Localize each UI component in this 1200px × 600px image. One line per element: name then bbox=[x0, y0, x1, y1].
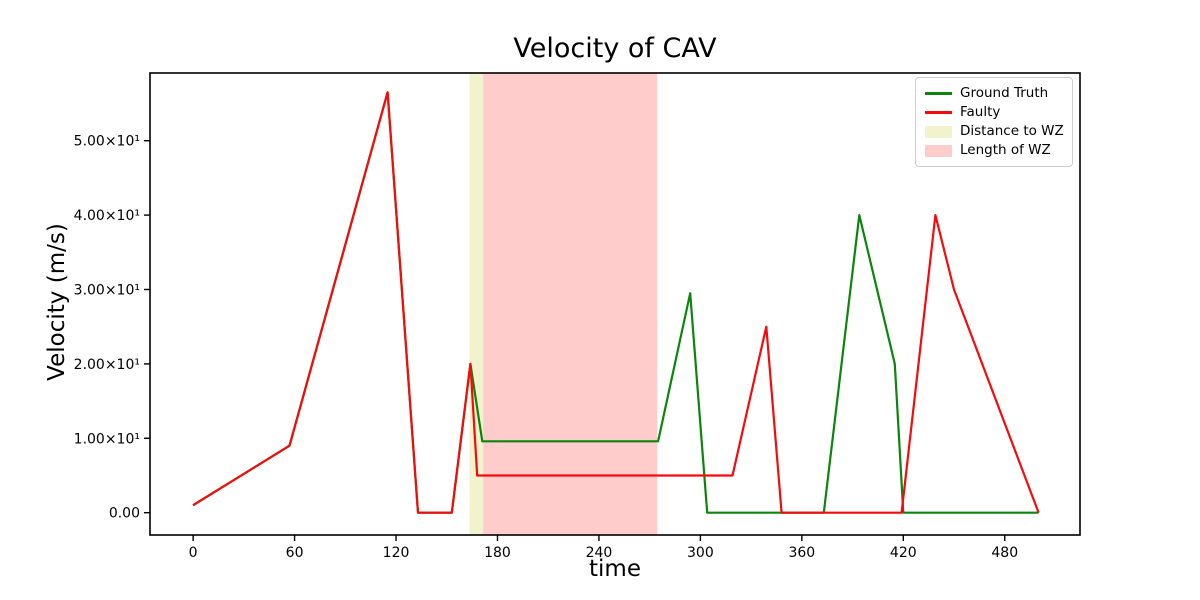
x-tick-label: 60 bbox=[286, 545, 304, 561]
legend: Ground Truth Faulty Distance to WZ Length o… bbox=[915, 77, 1073, 167]
band-length-of-wz bbox=[483, 73, 658, 535]
legend-swatch-distance-to-wz bbox=[925, 125, 952, 138]
legend-label: Faulty bbox=[960, 103, 1001, 120]
y-tick-label: 5.00×10¹ bbox=[74, 134, 140, 150]
x-tick-label: 480 bbox=[991, 545, 1018, 561]
y-tick-label: 0.00 bbox=[109, 506, 140, 522]
legend-label: Distance to WZ bbox=[960, 122, 1064, 139]
x-axis-label: time bbox=[589, 556, 641, 582]
legend-label: Length of WZ bbox=[960, 141, 1051, 158]
y-tick-label: 2.00×10¹ bbox=[74, 357, 140, 373]
x-tick-label: 240 bbox=[586, 545, 613, 561]
series-line-faulty bbox=[192, 91, 1040, 514]
x-tick-label: 0 bbox=[189, 545, 198, 561]
legend-swatch-faulty bbox=[925, 111, 952, 114]
legend-item-ground-truth: Ground Truth bbox=[925, 84, 1063, 101]
legend-label: Ground Truth bbox=[960, 84, 1049, 101]
x-tick-label: 420 bbox=[890, 545, 917, 561]
axes-frame bbox=[149, 72, 1081, 536]
legend-item-faulty: Faulty bbox=[925, 103, 1063, 120]
y-tick-label: 3.00×10¹ bbox=[74, 282, 140, 298]
chart-title: Velocity of CAV bbox=[513, 33, 717, 64]
y-tick-label: 1.00×10¹ bbox=[74, 431, 140, 447]
x-tick-label: 180 bbox=[484, 545, 511, 561]
x-tick-label: 120 bbox=[383, 545, 410, 561]
x-tick-label: 360 bbox=[788, 545, 815, 561]
x-tick-label: 300 bbox=[687, 545, 714, 561]
legend-item-length-of-wz: Length of WZ bbox=[925, 141, 1063, 158]
legend-swatch-ground-truth bbox=[925, 92, 952, 95]
legend-swatch-length-of-wz bbox=[925, 144, 952, 157]
y-tick-label: 4.00×10¹ bbox=[74, 208, 140, 224]
legend-item-distance-to-wz: Distance to WZ bbox=[925, 122, 1064, 139]
